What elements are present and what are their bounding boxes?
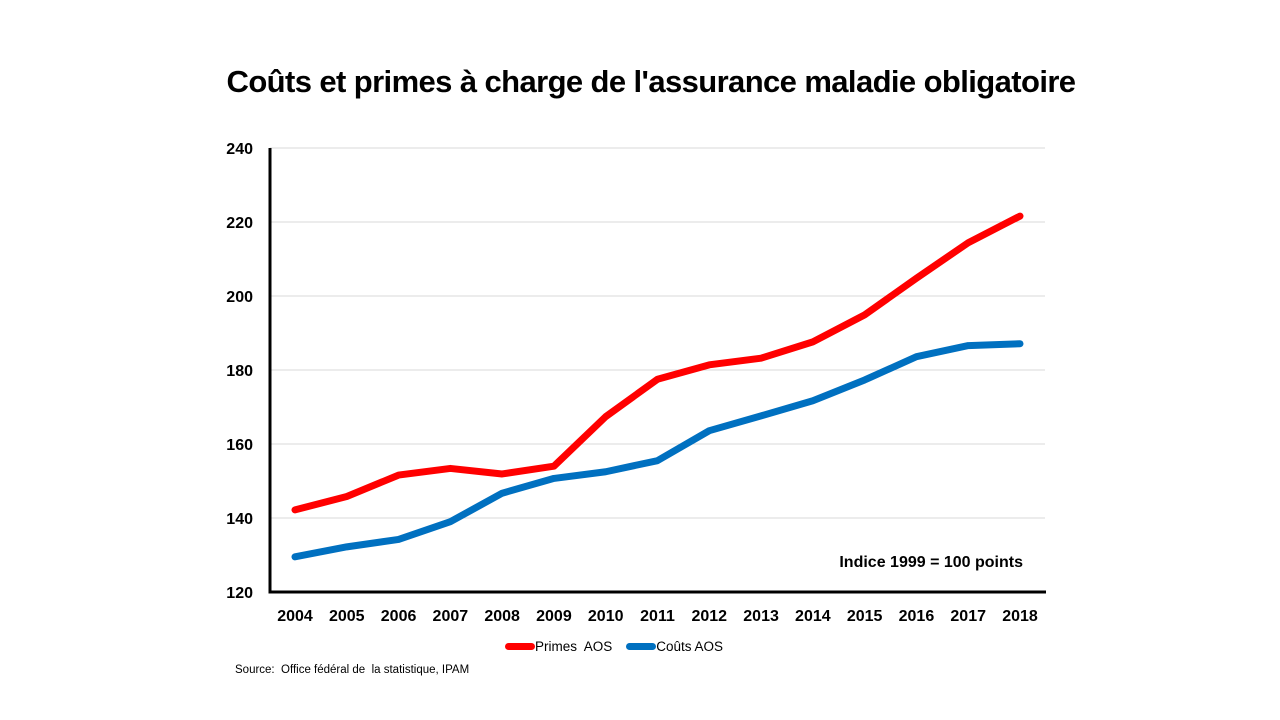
legend-label-couts: Coûts AOS bbox=[656, 639, 724, 654]
x-tick-label: 2016 bbox=[899, 608, 935, 625]
legend-swatch-primes bbox=[505, 643, 535, 650]
y-tick-label: 180 bbox=[226, 363, 253, 380]
x-axis-ticks: 2004 2005 2006 2007 2008 2009 2010 2011 2012 2013… bbox=[277, 608, 1038, 625]
chart-title: Coûts et primes à charge de l'assurance … bbox=[226, 64, 1076, 99]
x-tick-label: 2015 bbox=[847, 608, 883, 625]
x-tick-label: 2004 bbox=[277, 608, 313, 625]
x-tick-label: 2012 bbox=[691, 608, 727, 625]
y-tick-label: 220 bbox=[226, 215, 253, 232]
x-tick-label: 2008 bbox=[484, 608, 520, 625]
legend: Primes AOS Coûts AOS bbox=[505, 639, 737, 654]
x-tick-label: 2018 bbox=[1002, 608, 1038, 625]
x-tick-label: 2007 bbox=[433, 608, 469, 625]
x-tick-label: 2009 bbox=[536, 608, 572, 625]
y-tick-label: 120 bbox=[226, 585, 253, 602]
legend-item-couts: Coûts AOS bbox=[626, 639, 723, 654]
x-tick-label: 2013 bbox=[743, 608, 779, 625]
y-tick-label: 140 bbox=[226, 511, 253, 528]
x-tick-label: 2005 bbox=[329, 608, 365, 625]
legend-item-primes: Primes AOS bbox=[505, 639, 612, 654]
x-tick-label: 2017 bbox=[950, 608, 986, 625]
x-tick-label: 2011 bbox=[640, 608, 675, 625]
x-tick-label: 2014 bbox=[795, 608, 831, 625]
x-tick-label: 2006 bbox=[381, 608, 417, 625]
source-note: Source: Office fédéral de la statistique… bbox=[235, 664, 470, 676]
index-annotation: Indice 1999 = 100 points bbox=[839, 554, 1023, 571]
series-line-couts bbox=[291, 340, 1024, 561]
series-lines bbox=[291, 212, 1024, 561]
y-tick-label: 160 bbox=[226, 437, 253, 454]
y-tick-label: 200 bbox=[226, 289, 253, 306]
gridlines bbox=[270, 147, 1045, 519]
y-axis-ticks: 120 140 160 180 200 220 240 bbox=[226, 141, 253, 602]
x-tick-label: 2010 bbox=[588, 608, 624, 625]
y-tick-label: 240 bbox=[226, 141, 253, 158]
series-line-primes bbox=[291, 212, 1024, 514]
legend-swatch-couts bbox=[626, 643, 657, 650]
legend-label-primes: Primes AOS bbox=[535, 639, 613, 654]
